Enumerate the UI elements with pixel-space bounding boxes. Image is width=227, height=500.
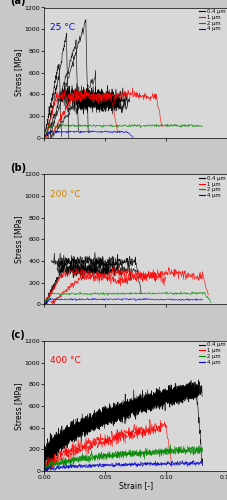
Text: (b): (b) [10, 163, 26, 173]
Y-axis label: Stress [MPa]: Stress [MPa] [14, 216, 23, 263]
Text: (c): (c) [10, 330, 25, 340]
X-axis label: Strain [-]: Strain [-] [118, 482, 152, 490]
Text: 200 °C: 200 °C [50, 190, 80, 199]
Y-axis label: Stress [MPa]: Stress [MPa] [14, 382, 23, 430]
Legend: 0.4 μm, 1 μm, 2 μm, 4 μm: 0.4 μm, 1 μm, 2 μm, 4 μm [197, 8, 225, 32]
Text: 400 °C: 400 °C [50, 356, 80, 366]
Text: 25 °C: 25 °C [50, 23, 75, 32]
Legend: 0.4 μm, 1 μm, 2 μm, 4 μm: 0.4 μm, 1 μm, 2 μm, 4 μm [197, 175, 225, 199]
Text: (a): (a) [10, 0, 25, 6]
Legend: 0.4 μm, 1 μm, 2 μm, 4 μm: 0.4 μm, 1 μm, 2 μm, 4 μm [197, 342, 225, 365]
Y-axis label: Stress [MPa]: Stress [MPa] [14, 49, 23, 96]
